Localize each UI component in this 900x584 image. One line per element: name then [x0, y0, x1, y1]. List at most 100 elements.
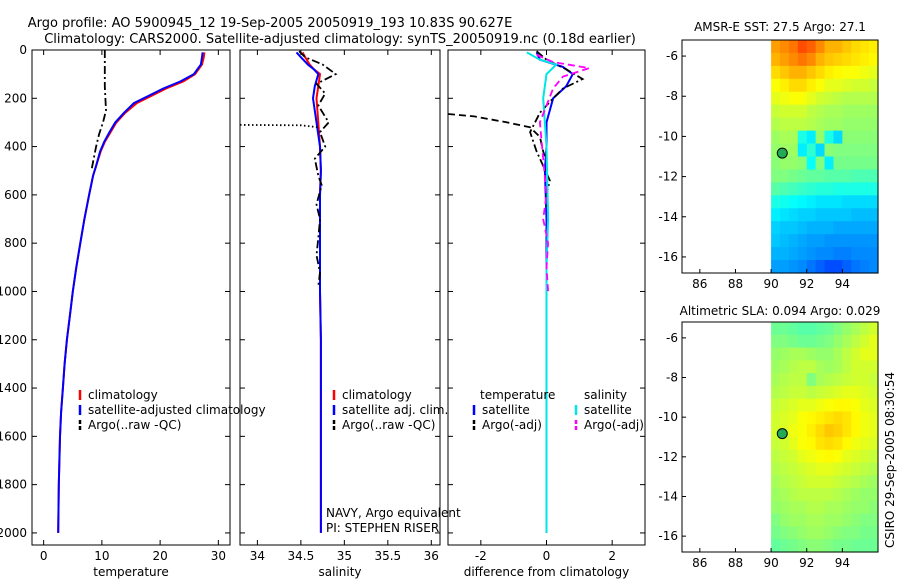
temperature-legend-entry: climatology [88, 388, 158, 402]
sla_map-cell [842, 462, 852, 476]
sla_map-cell [824, 462, 835, 476]
sla_map-cell [833, 488, 843, 502]
figure-title-line2: Climatology: CARS2000. Satellite-adjuste… [44, 32, 636, 47]
sla_map-cell [851, 334, 861, 349]
sst_map-cell [851, 130, 861, 145]
sst_map-cell [869, 260, 879, 274]
sst_map-cell [788, 78, 799, 93]
sla_map-cell [869, 347, 879, 361]
sst_map-cell [833, 117, 843, 132]
sst_map-cell [780, 195, 790, 209]
sla_map-cell [806, 539, 817, 553]
sst_map-cell [797, 104, 808, 119]
depth-tick-label: 400 [4, 140, 27, 154]
sst_map-cell [833, 40, 843, 54]
sla_map-ytick-label: -14 [658, 489, 678, 503]
salinity-series-line-1 [295, 51, 322, 533]
sst_map-cell [842, 117, 852, 132]
sst_map-cell [780, 130, 790, 145]
sla_map-cell [860, 526, 870, 540]
sla_map-cell [788, 424, 799, 438]
sla_map-cell [815, 462, 826, 476]
sla_map-cell [824, 424, 835, 438]
depth-tick-label: 800 [4, 236, 27, 250]
sst_map-cell [797, 91, 808, 106]
sla_map-cell [797, 462, 808, 476]
sst_map-cell [788, 260, 799, 274]
sla_map-cell [771, 334, 781, 349]
sla_map-cell [815, 526, 826, 540]
temperature-plot: 0 10 20 30 0 200 400 600 800 1000 1200 1400 1600 1800… [0, 43, 266, 579]
sla_map-cell [797, 513, 808, 528]
sst_map-cell [851, 117, 861, 132]
sst_map-cell [869, 169, 879, 183]
sst_map-cell [788, 143, 799, 158]
sla_map-cell [780, 513, 790, 528]
temperature-xtick-label: 10 [94, 549, 109, 563]
difference-legend-entry: Argo(-adj) [482, 418, 542, 432]
sla_map-cell [860, 360, 870, 374]
sst_map-cell [788, 52, 799, 67]
sla_map-cell [860, 449, 870, 464]
sla_map-cell [797, 385, 808, 400]
sla_map-cell [771, 347, 781, 361]
sst_map-xtick-label: 90 [763, 277, 778, 291]
sst_map-cell [869, 234, 879, 248]
sst_map-cell [842, 65, 852, 80]
sst_map-cell [860, 260, 870, 274]
sla_map-cell [780, 437, 790, 451]
sst_map-cell [860, 78, 870, 93]
sst_map-cell [780, 117, 790, 132]
sla_map-cell [797, 437, 808, 451]
sla_map-xtick-label: 88 [728, 556, 743, 570]
sst_map-cell [797, 221, 808, 235]
sla_map-cell [797, 360, 808, 374]
sla_map-cell [860, 322, 870, 336]
sla_map-cell [797, 424, 808, 438]
sla_map-cell [780, 526, 790, 540]
sla_map-cell [869, 424, 879, 438]
sst_map-cell [833, 143, 843, 158]
sla_map-cell [771, 488, 781, 502]
sst_map-cell [815, 195, 826, 209]
sst_map-cell [851, 169, 861, 183]
sla_map-cell [806, 462, 817, 476]
sst_map-cell [824, 169, 835, 183]
sla_map-ytick-label: -6 [666, 331, 678, 345]
salinity-annotation: PI: STEPHEN RISER [326, 521, 439, 535]
sla_map-cell [788, 488, 799, 502]
sla_map-cell [851, 360, 861, 374]
sla_map-cell [780, 500, 790, 515]
sst_map-cell [815, 247, 826, 261]
sst_map-cell [869, 195, 879, 209]
temperature-legend-entry: satellite-adjusted climatology [88, 403, 266, 417]
sst_map-cell [860, 91, 870, 106]
sst_map-cell [842, 247, 852, 261]
sla_map-cell [842, 411, 852, 425]
sla_map-cell [788, 398, 799, 413]
temperature-xlabel: temperature [93, 565, 168, 579]
difference-series-line-3 [526, 51, 559, 533]
sst_map-cell [788, 40, 799, 54]
sla_map-cell [833, 437, 843, 451]
sla_map-xtick-label: 90 [763, 556, 778, 570]
sla_map-cell [851, 373, 861, 387]
sst_map-cell [824, 208, 835, 222]
sla_map-cell [824, 526, 835, 540]
difference-series-line-4 [536, 53, 590, 292]
sst_map-cell [806, 117, 817, 132]
sst_map-cell [860, 130, 870, 145]
sst_map-cell [824, 130, 835, 145]
sst_map-cell [824, 143, 835, 158]
sla_map-cell [780, 462, 790, 476]
sla_map-cell [815, 334, 826, 349]
sla_map-cell [860, 475, 870, 489]
sst_map-cell [869, 40, 879, 54]
difference-series-line-2 [447, 113, 548, 162]
sst_map-cell [842, 40, 852, 54]
sla_map-cell [851, 500, 861, 515]
sla_map-cell [851, 449, 861, 464]
sla_map-cell [842, 488, 852, 502]
sla_map-cell [851, 488, 861, 502]
difference-legend-entry: satellite [482, 403, 530, 417]
